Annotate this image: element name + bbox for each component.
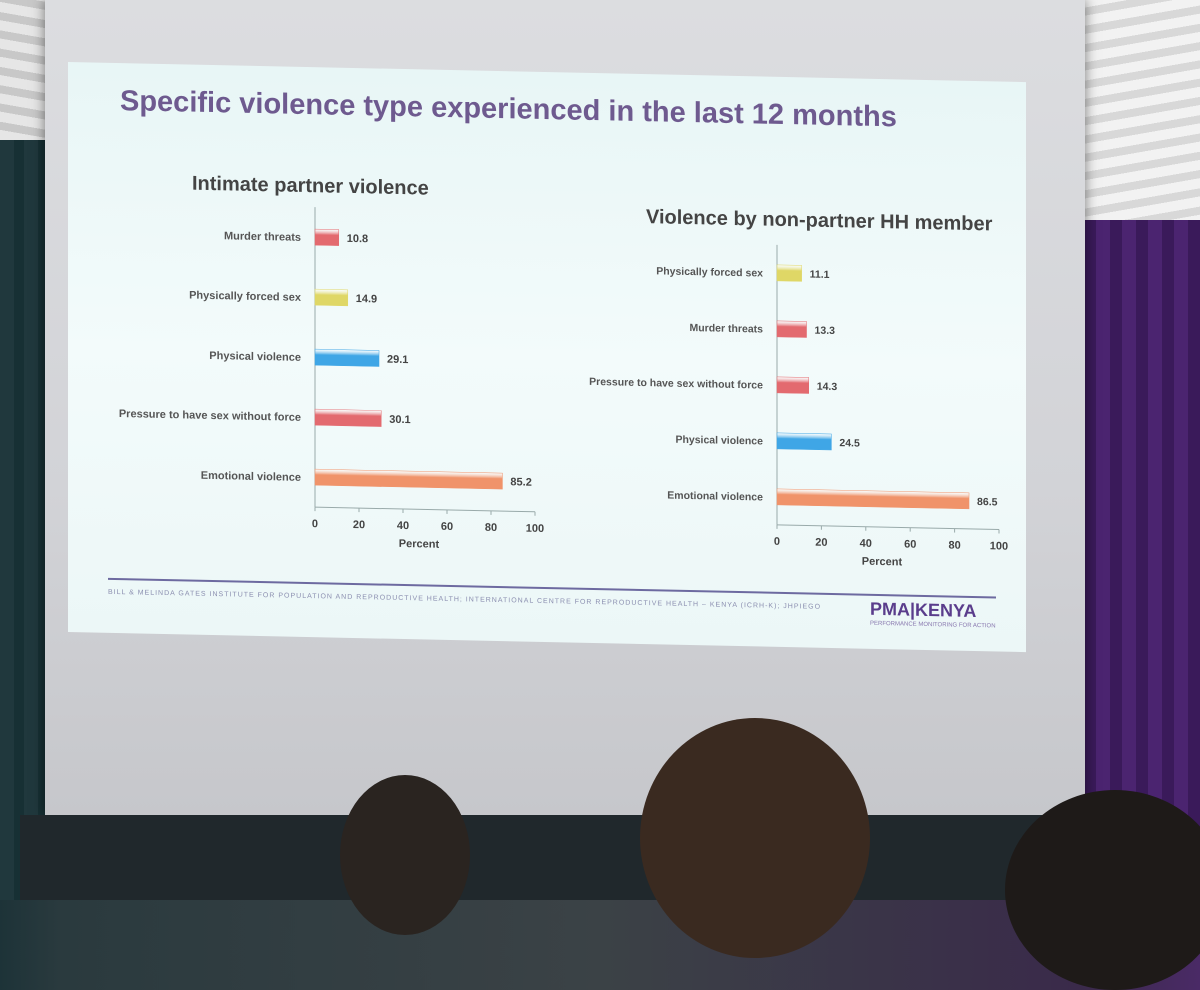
x-tick-label: 40: [860, 538, 872, 550]
x-tick-label: 100: [990, 540, 1008, 552]
value-label: 85.2: [510, 476, 531, 488]
value-label: 11.1: [810, 269, 830, 281]
x-axis-label: Percent: [862, 556, 903, 569]
category-label: Pressure to have sex without force: [119, 408, 301, 424]
bar: [776, 264, 802, 282]
category-label: Murder threats: [224, 230, 301, 244]
x-tick-label: 60: [904, 539, 916, 551]
bar: [314, 228, 340, 246]
x-tick-label: 0: [312, 518, 318, 530]
x-tick-label: 60: [441, 521, 453, 533]
chart-title-intimate-partner: Intimate partner violence: [192, 172, 429, 200]
bar: [314, 468, 503, 490]
category-label: Emotional violence: [201, 470, 301, 484]
slide: Specific violence type experienced in th…: [68, 62, 1026, 653]
audience-head-1: [340, 775, 470, 935]
x-axis-line: [777, 524, 999, 531]
chart-title-non-partner: Violence by non-partner HH member: [646, 206, 993, 236]
bar: [314, 288, 349, 307]
bar: [314, 408, 382, 427]
x-axis-label: Percent: [399, 538, 440, 551]
value-label: 14.3: [817, 381, 838, 393]
chart-intimate-partner-violence: Murder threats 10.8 Physically forced sex 1…: [119, 207, 544, 551]
x-tick-label: 20: [353, 519, 365, 531]
value-label: 13.3: [815, 325, 836, 337]
x-axis-line: [315, 506, 535, 513]
stage-base: [20, 815, 1110, 900]
slide-title: Specific violence type experienced in th…: [120, 85, 897, 134]
x-tick-label: 40: [397, 520, 409, 532]
category-label: Murder threats: [689, 322, 763, 336]
right-drape: [1070, 0, 1200, 220]
category-label: Physically forced sex: [189, 290, 302, 304]
value-label: 29.1: [387, 354, 408, 366]
value-label: 24.5: [839, 437, 860, 449]
value-label: 14.9: [356, 293, 377, 305]
bar: [776, 320, 807, 338]
category-label: Emotional violence: [667, 490, 763, 504]
category-label: Physically forced sex: [656, 265, 763, 279]
category-label: Physical violence: [675, 434, 763, 448]
x-tick-label: 100: [526, 523, 544, 535]
category-label: Pressure to have sex without force: [589, 376, 763, 392]
x-tick-label: 20: [815, 537, 827, 549]
bar: [776, 432, 832, 451]
bar: [776, 376, 809, 394]
category-label: Physical violence: [209, 350, 301, 364]
bar: [314, 348, 380, 367]
x-tick-label: 80: [485, 522, 497, 534]
value-label: 86.5: [977, 496, 998, 508]
x-tick-label: 0: [774, 536, 780, 548]
value-label: 10.8: [347, 233, 368, 245]
bar: [776, 488, 970, 510]
value-label: 30.1: [389, 414, 410, 426]
audience-head-2: [640, 718, 870, 958]
x-tick-label: 80: [948, 539, 960, 551]
pma-kenya-logo: PMA|KENYA: [870, 598, 977, 622]
pma-kenya-tagline: PERFORMANCE MONITORING FOR ACTION: [870, 620, 996, 630]
chart-non-partner-violence: Physically forced sex 11.1 Murder threats 1…: [589, 244, 1008, 569]
